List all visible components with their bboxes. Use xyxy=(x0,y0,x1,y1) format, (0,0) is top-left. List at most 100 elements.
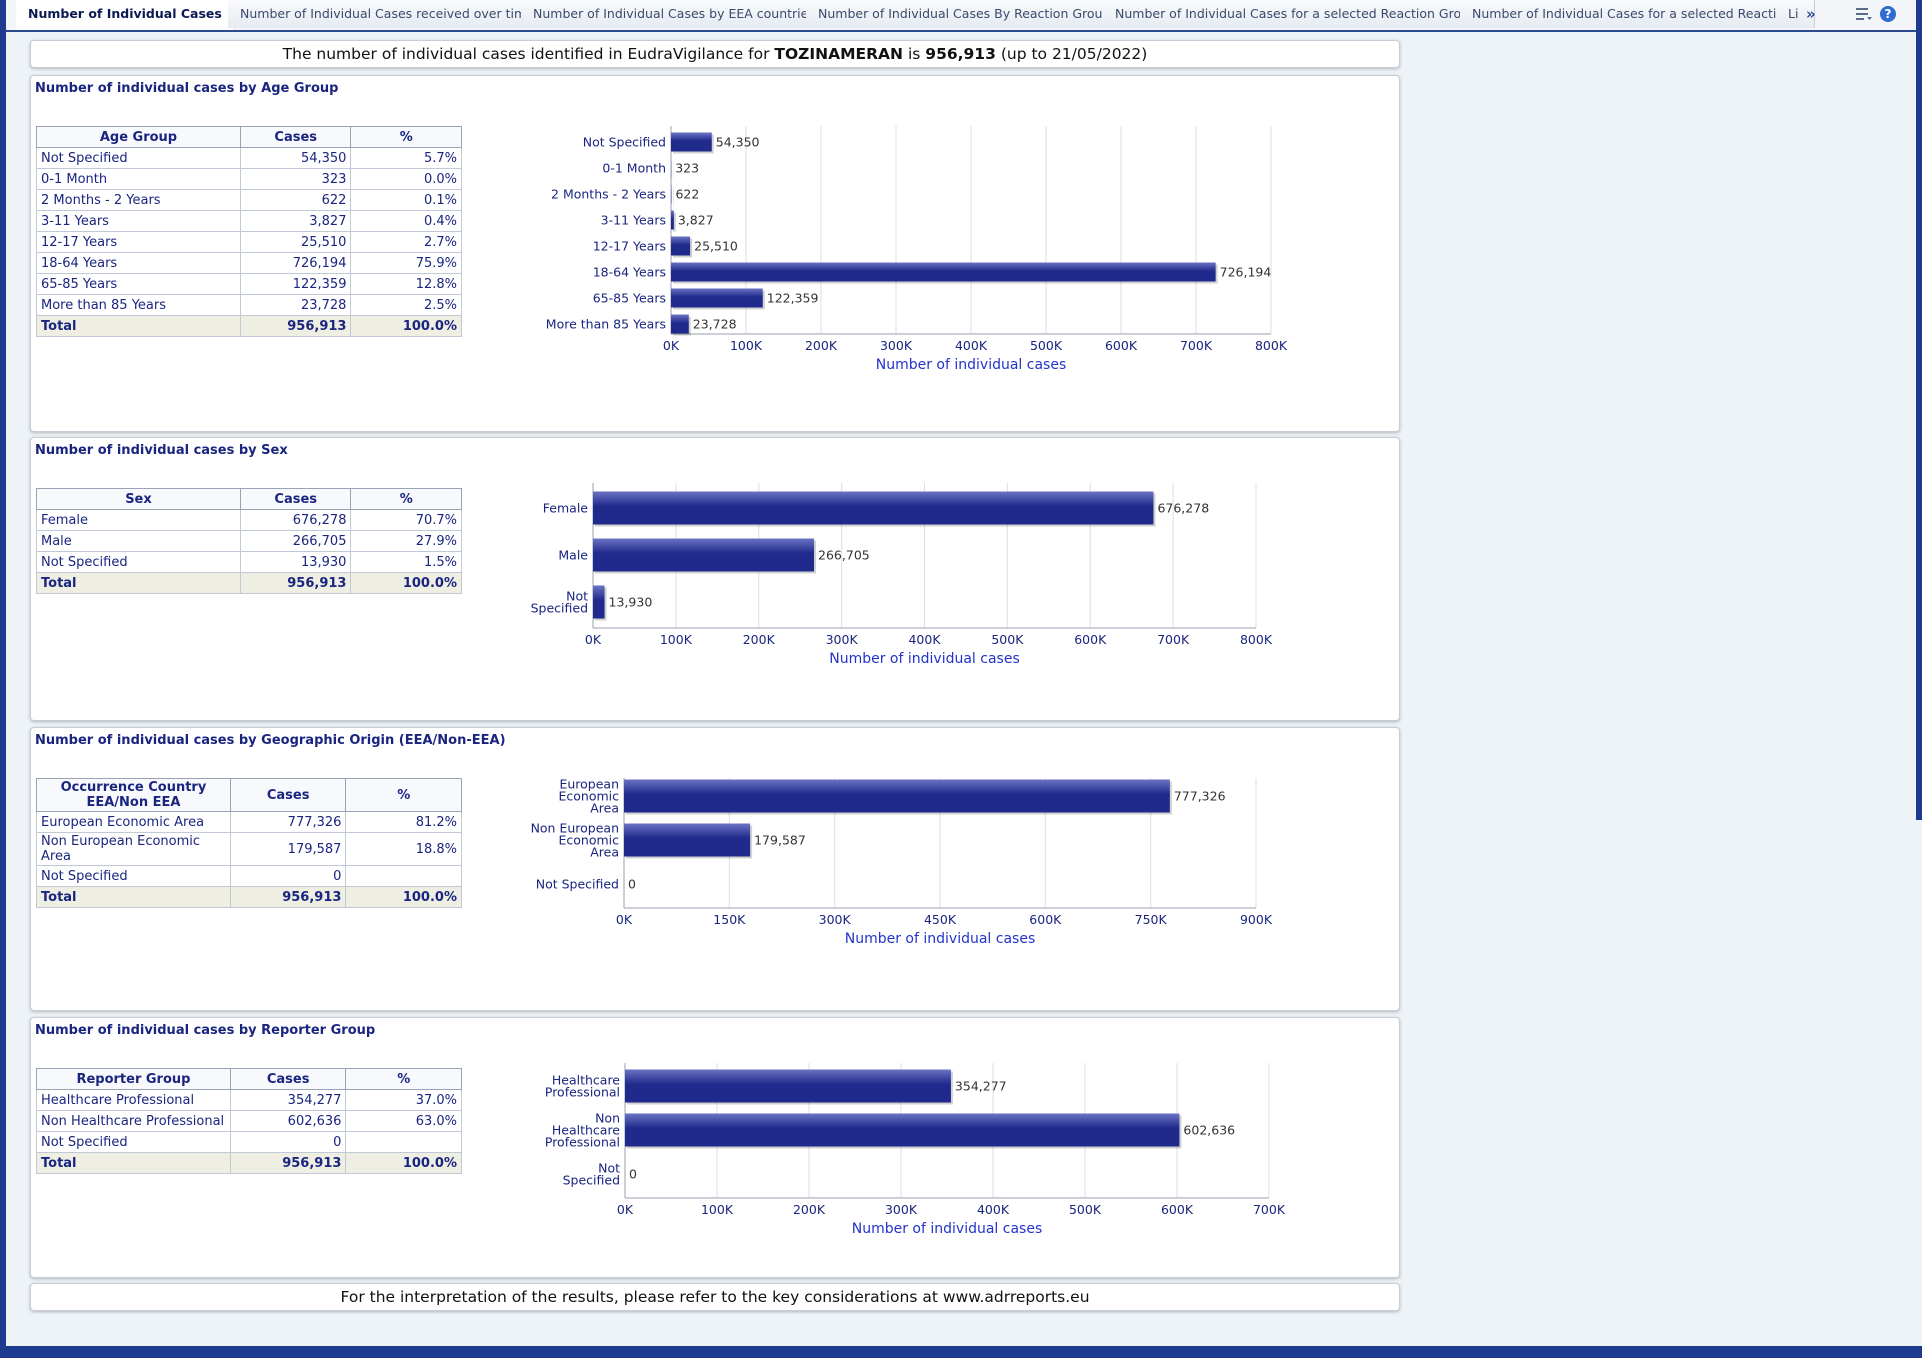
age-group-chart: 0K 100K 200K 300K 400K 500K 600K 700K 800K 54,350… xyxy=(546,126,1288,373)
x-tick-label: 700K xyxy=(1253,1202,1286,1217)
table-header: % xyxy=(350,126,462,148)
table-cell-value: 27.9% xyxy=(350,530,462,552)
tab-cases-over-time[interactable]: Number of Individual Cases received over… xyxy=(228,0,547,28)
x-tick-label: 500K xyxy=(1030,338,1063,353)
table-header: % xyxy=(345,1068,462,1090)
tab-cases-selected-reaction[interactable]: Number of Individual Cases for a selecte… xyxy=(1460,0,1805,28)
bar-value-label: 54,350 xyxy=(716,135,760,150)
tab-li-truncated[interactable]: Li xyxy=(1776,0,1815,28)
table-cell-label: Not Specified xyxy=(36,865,231,887)
x-axis-title: Number of individual cases xyxy=(845,931,1036,947)
category-label: Not Specified xyxy=(583,135,666,150)
tab-cases-by-eea-countries[interactable]: Number of Individual Cases by EEA countr… xyxy=(521,0,828,28)
bar-value-label: 726,194 xyxy=(1220,265,1272,280)
category-label: European Economic Area xyxy=(558,777,619,816)
table-total-row: Total 956,913 100.0% xyxy=(36,886,462,908)
category-label: 2 Months - 2 Years xyxy=(551,187,666,202)
category-label: Non Healthcare Professional xyxy=(545,1111,620,1150)
banner-prefix: The number of individual cases identifie… xyxy=(282,45,775,63)
bar-value-label: 0 xyxy=(629,1167,637,1182)
table-cell-value: 5.7% xyxy=(350,147,462,169)
table-header: Cases xyxy=(229,778,347,812)
x-tick-label: 200K xyxy=(805,338,838,353)
x-tick-label: 500K xyxy=(991,632,1024,647)
x-tick-label: 100K xyxy=(701,1202,734,1217)
age-group-table: Age Group Cases% Not Specified 54,350 5.7% 0-… xyxy=(36,126,462,337)
table-row: European Economic Area 777,326 81.2% xyxy=(36,811,462,833)
table-row: 18-64 Years 726,194 75.9% xyxy=(36,252,462,274)
geographic-origin-table: Occurrence Country EEA/Non EEA Cases% Euro… xyxy=(36,778,462,908)
table-cell-value: 100.0% xyxy=(345,886,462,908)
table-cell-value: 777,326 xyxy=(229,811,347,833)
x-tick-label: 450K xyxy=(924,912,957,927)
sex-table: Sex Cases% Female 676,278 70.7% Male 266,705 27… xyxy=(36,488,462,594)
table-row: 65-85 Years 122,359 12.8% xyxy=(36,273,462,295)
footer-note: For the interpretation of the results, p… xyxy=(30,1283,1400,1311)
table-cell-value: 956,913 xyxy=(229,1152,347,1174)
table-row: 2 Months - 2 Years 622 0.1% xyxy=(36,189,462,211)
reporter-group-panel: Number of individual cases by Reporter G… xyxy=(30,1017,1400,1278)
tab-number-of-individual-cases[interactable]: Number of Individual Cases xyxy=(16,0,235,30)
more-tabs-button[interactable]: » xyxy=(1806,5,1816,23)
x-tick-label: 700K xyxy=(1180,338,1213,353)
category-label: 18-64 Years xyxy=(593,265,666,280)
x-tick-label: 500K xyxy=(1069,1202,1102,1217)
x-tick-label: 0K xyxy=(617,1202,634,1217)
tab-cases-selected-reaction-group[interactable]: Number of Individual Cases for a selecte… xyxy=(1103,0,1490,28)
tab-cases-by-reaction-groups[interactable]: Number of Individual Cases By Reaction G… xyxy=(806,0,1130,28)
table-header: Cases xyxy=(239,488,352,510)
category-label: 12-17 Years xyxy=(593,239,666,254)
category-label: Not Specified xyxy=(536,877,619,892)
bar xyxy=(671,210,674,230)
banner-product: TOZINAMERAN xyxy=(774,45,904,63)
table-cell-value: 23,728 xyxy=(239,294,352,316)
table-row: Male 266,705 27.9% xyxy=(36,530,462,552)
table-cell-value: 323 xyxy=(239,168,352,190)
sex-panel: Number of individual cases by Sex Sex Cas… xyxy=(30,437,1400,721)
category-label: 65-85 Years xyxy=(593,291,666,306)
x-tick-label: 600K xyxy=(1161,1202,1194,1217)
table-cell-label: 65-85 Years xyxy=(36,273,241,295)
table-cell-label: Total xyxy=(36,572,241,594)
reporter-group-table: Reporter Group Cases% Healthcare Professio… xyxy=(36,1068,462,1174)
table-row: Non European Economic Area 179,587 18.8% xyxy=(36,832,462,866)
table-cell-label: Not Specified xyxy=(36,1131,231,1153)
table-cell-value: 100.0% xyxy=(345,1152,462,1174)
table-total-row: Total 956,913 100.0% xyxy=(36,572,462,594)
table-cell-value: 956,913 xyxy=(229,886,347,908)
x-tick-label: 200K xyxy=(743,632,776,647)
x-tick-label: 400K xyxy=(955,338,988,353)
table-cell-label: Non European Economic Area xyxy=(36,832,231,866)
table-cell-label: Total xyxy=(36,1152,231,1174)
tab-bar: Number of Individual Cases Number of Ind… xyxy=(6,0,1916,32)
bar-value-label: 179,587 xyxy=(754,833,806,848)
table-row: Non Healthcare Professional 602,636 63.0% xyxy=(36,1110,462,1132)
table-row: Not Specified 0 xyxy=(36,865,462,887)
x-axis-title: Number of individual cases xyxy=(876,357,1067,373)
window-border-bottom xyxy=(0,1346,1922,1358)
settings-list-icon[interactable] xyxy=(1854,4,1874,24)
table-cell-value: 726,194 xyxy=(239,252,352,274)
table-cell-value: 122,359 xyxy=(239,273,352,295)
category-label: Non European Economic Area xyxy=(531,821,620,860)
table-total-row: Total 956,913 100.0% xyxy=(36,1152,462,1174)
table-cell-value: 179,587 xyxy=(229,832,347,866)
window-border-right xyxy=(1916,0,1922,820)
bar-value-label: 622 xyxy=(675,187,699,202)
table-cell-value: 676,278 xyxy=(239,509,352,531)
bar xyxy=(671,236,691,256)
table-cell-label: Non Healthcare Professional xyxy=(36,1110,231,1132)
x-axis-title: Number of individual cases xyxy=(829,651,1020,667)
table-row: Not Specified 54,350 5.7% xyxy=(36,147,462,169)
help-icon[interactable]: ? xyxy=(1878,4,1898,24)
table-cell-value: 100.0% xyxy=(350,572,462,594)
x-tick-label: 300K xyxy=(885,1202,918,1217)
bar xyxy=(671,288,763,308)
reporter-group-chart: 0K 100K 200K 300K 400K 500K 600K 700K 354,277 Hea… xyxy=(545,1063,1286,1237)
table-header: Sex xyxy=(36,488,241,510)
category-label: 3-11 Years xyxy=(601,213,666,228)
table-cell-value: 1.5% xyxy=(350,551,462,573)
bar xyxy=(625,1069,951,1103)
x-tick-label: 900K xyxy=(1240,912,1273,927)
bar-shadow xyxy=(673,212,676,232)
